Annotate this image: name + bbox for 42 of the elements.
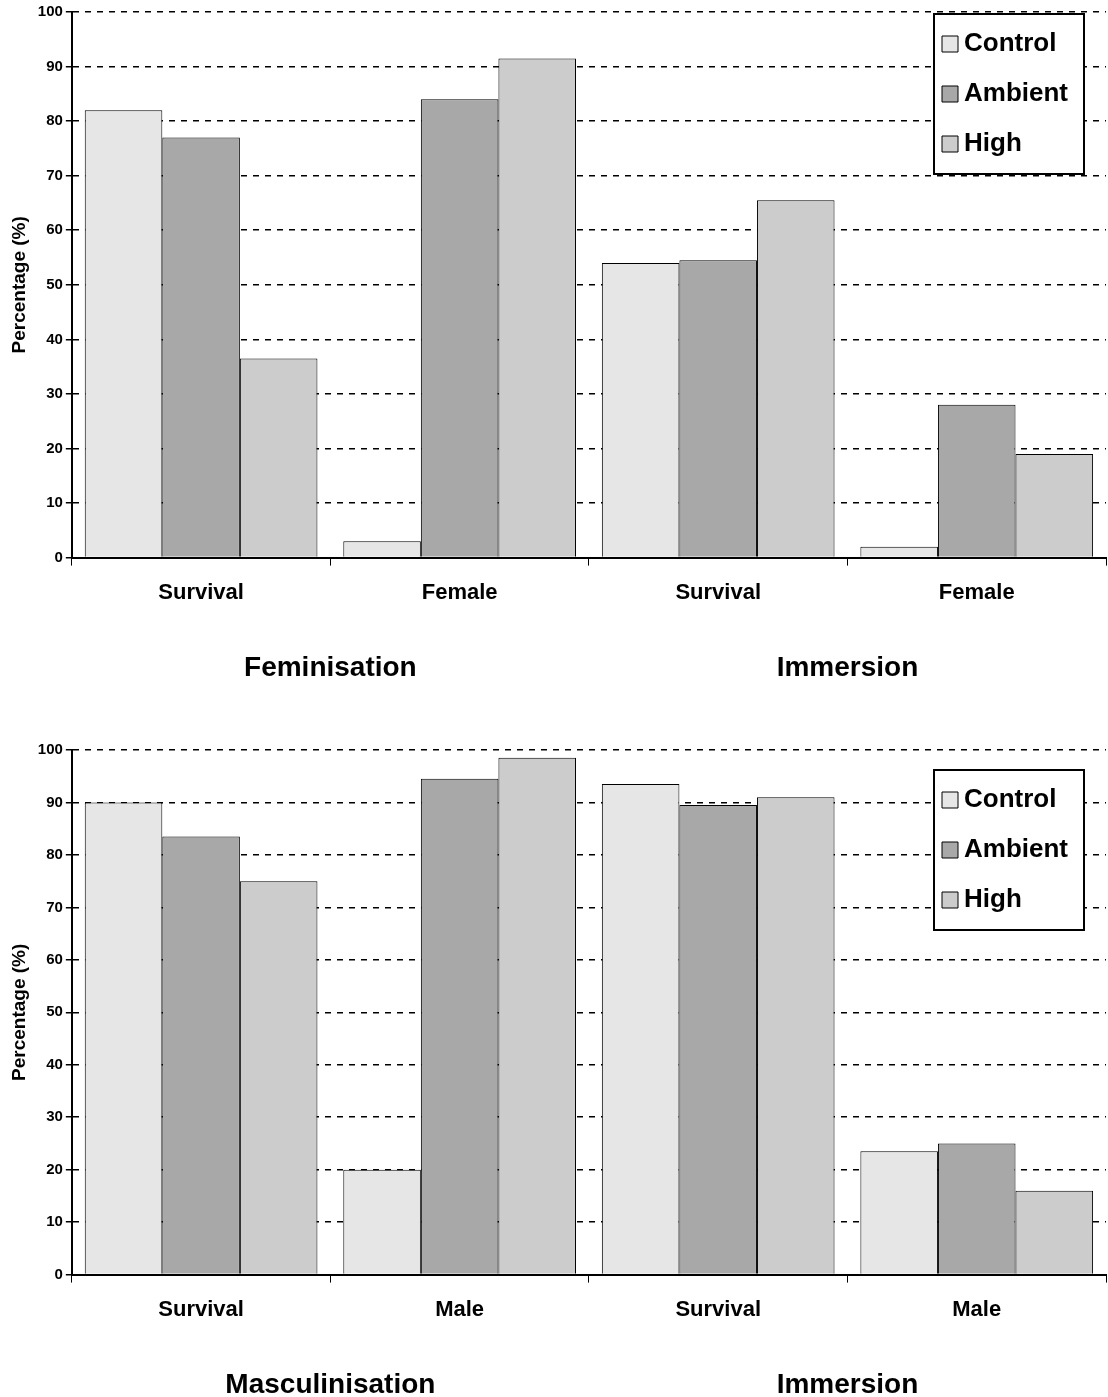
legend-label: Control bbox=[964, 27, 1057, 58]
legend-label: Ambient bbox=[964, 77, 1069, 108]
y-tick-label: 30 bbox=[46, 1107, 63, 1125]
y-tick-label: 20 bbox=[46, 438, 63, 456]
text: Feminisation bbox=[244, 650, 417, 682]
y-tick-label: 0 bbox=[54, 1264, 63, 1282]
y-tick-label: 90 bbox=[46, 56, 63, 74]
text: Immersion bbox=[776, 1367, 919, 1397]
text: Immersion bbox=[776, 650, 919, 682]
y-tick-label: 90 bbox=[46, 792, 63, 810]
legend-label: High bbox=[964, 127, 1022, 158]
y-tick-label: 50 bbox=[46, 1002, 63, 1020]
y-tick-label: 60 bbox=[46, 949, 63, 967]
legend-label: High bbox=[964, 883, 1022, 914]
x-tick-label: Survival bbox=[675, 1295, 761, 1321]
y-tick-label: 10 bbox=[46, 493, 63, 511]
y-tick-label: 70 bbox=[46, 897, 63, 915]
y-tick-label: 100 bbox=[37, 2, 63, 20]
y-tick-label: 30 bbox=[46, 384, 63, 402]
x-tick-label: Survival bbox=[675, 578, 761, 604]
x-tick-label: Male bbox=[952, 1295, 1002, 1321]
y-tick-label: 0 bbox=[54, 547, 63, 565]
y-tick-label: 50 bbox=[46, 274, 63, 292]
legend-label: Control bbox=[964, 783, 1057, 814]
text: Masculinisation bbox=[225, 1367, 436, 1397]
y-axis-title: Percentage (%) bbox=[7, 216, 29, 354]
y-tick-label: 40 bbox=[46, 329, 63, 347]
x-tick-label: Survival bbox=[158, 578, 244, 604]
legend-label: Ambient bbox=[964, 833, 1069, 864]
y-tick-label: 70 bbox=[46, 165, 63, 183]
y-tick-label: 10 bbox=[46, 1212, 63, 1230]
y-tick-label: 40 bbox=[46, 1054, 63, 1072]
y-tick-label: 100 bbox=[37, 740, 63, 758]
y-tick-label: 20 bbox=[46, 1159, 63, 1177]
x-tick-label: Survival bbox=[158, 1295, 244, 1321]
x-tick-label: Female bbox=[938, 578, 1015, 604]
y-tick-label: 80 bbox=[46, 845, 63, 863]
y-tick-label: 60 bbox=[46, 220, 63, 238]
y-tick-label: 80 bbox=[46, 111, 63, 129]
x-tick-label: Female bbox=[421, 578, 498, 604]
x-tick-label: Male bbox=[435, 1295, 485, 1321]
y-axis-title: Percentage (%) bbox=[7, 943, 29, 1081]
